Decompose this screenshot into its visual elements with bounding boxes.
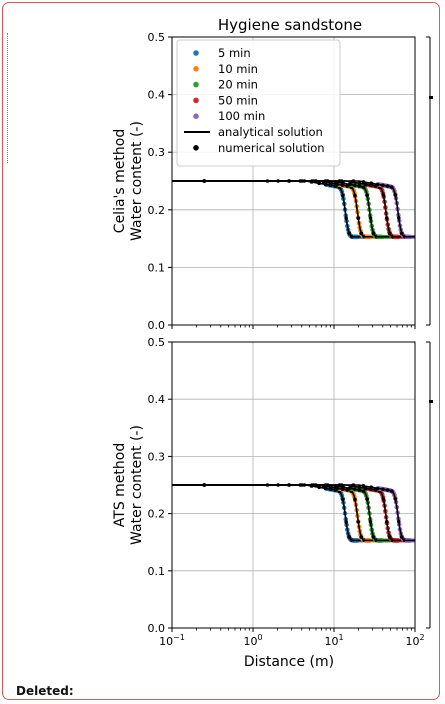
legend-entry-label: numerical solution xyxy=(218,141,325,155)
legend-dot-marker xyxy=(193,113,199,119)
y-tick-label: 0.2 xyxy=(148,508,166,521)
right-side-axis-fragment xyxy=(426,36,433,629)
y-tick-label: 0.1 xyxy=(148,565,166,578)
analytical-line xyxy=(172,484,415,542)
x-tick-label: 100 xyxy=(243,633,262,648)
analytical-line xyxy=(172,180,415,238)
y-tick-label: 0.4 xyxy=(148,89,166,102)
panel-ats: 0.0 0.1 0.2 0.3 0.4 0.5 10−1 100 101 102 ATS metho… xyxy=(112,336,425,648)
legend-entry-label: 100 min xyxy=(218,109,265,123)
legend-entry-label: 10 min xyxy=(218,62,258,76)
analytical-line xyxy=(172,484,415,542)
analytical-line xyxy=(172,484,415,542)
legend-dot-marker xyxy=(193,145,199,151)
y-axis-label-quantity: Water content (-) xyxy=(129,425,145,545)
legend-entry-label: 50 min xyxy=(218,93,258,107)
analytical-line xyxy=(172,180,415,238)
plot-frame xyxy=(171,341,416,629)
analytical-line xyxy=(172,484,415,542)
y-tick-label: 0.3 xyxy=(148,450,166,463)
left-dotted-margin xyxy=(3,33,8,163)
legend-dot-marker xyxy=(193,97,199,104)
y-tick-label: 0.0 xyxy=(148,622,166,635)
analytical-line xyxy=(172,180,415,238)
x-axis-label: Distance (m) xyxy=(244,654,334,670)
series-layer xyxy=(172,483,415,543)
y-tick-label: 0.2 xyxy=(148,204,166,217)
y-tick-label: 0.5 xyxy=(148,336,166,349)
legend-entry-label: 5 min xyxy=(218,46,251,60)
legend-entry-label: analytical solution xyxy=(218,125,323,139)
y-tick-label: 0.3 xyxy=(148,146,166,159)
y-tick-label: 0.4 xyxy=(148,393,166,406)
panel-celia: 0.0 0.1 0.2 0.3 0.4 0.5 Celia's method Water co… xyxy=(112,31,416,332)
legend-dot-marker xyxy=(193,50,199,56)
chart-title: Hygiene sandstone xyxy=(218,16,362,34)
x-tick-label: 102 xyxy=(405,633,424,648)
analytical-line xyxy=(172,180,415,238)
analytical-line xyxy=(172,484,415,542)
y-axis-label-method: ATS method xyxy=(112,443,128,527)
legend-dot-marker xyxy=(193,66,199,72)
legend-dot-marker xyxy=(193,81,199,88)
deleted-label: Deleted: xyxy=(16,684,74,698)
y-axis-label-quantity: Water content (-) xyxy=(129,121,145,241)
x-tick-label: 10−1 xyxy=(159,633,185,648)
y-tick-label: 0.5 xyxy=(148,31,166,44)
y-tick-label: 0.0 xyxy=(148,319,166,332)
x-tick-label: 101 xyxy=(324,633,343,648)
series-layer xyxy=(172,179,415,240)
y-axis-label-method: Celia's method xyxy=(112,129,128,233)
legend-entry-label: 20 min xyxy=(218,78,258,92)
y-tick-label: 0.1 xyxy=(148,261,166,274)
analytical-line xyxy=(172,180,415,238)
plot-frame xyxy=(171,36,416,326)
legend-box xyxy=(176,39,341,167)
